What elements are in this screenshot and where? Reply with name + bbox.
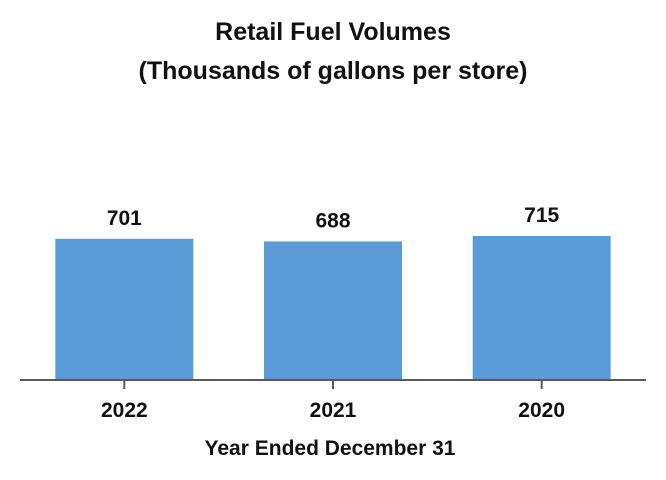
bar-2021: [264, 241, 402, 380]
x-tick-labels-group: 2022 2021 2020: [101, 399, 565, 422]
x-axis-label: Year Ended December 31: [205, 437, 456, 460]
x-ticks-group: [123, 380, 543, 389]
value-labels-group: 701 688 715: [107, 204, 560, 232]
x-tick-label-2022: 2022: [101, 399, 148, 422]
bar-2022: [55, 238, 194, 380]
value-label-2021: 688: [315, 209, 350, 232]
chart-subtitle: (Thousands of gallons per store): [139, 57, 528, 85]
x-tick-label-2020: 2020: [518, 399, 565, 422]
value-label-2022: 701: [107, 207, 142, 230]
bar-2020: [472, 236, 611, 380]
bars-group: [55, 236, 611, 380]
chart-title: Retail Fuel Volumes: [215, 18, 451, 46]
x-tick-label-2021: 2021: [310, 399, 357, 422]
value-label-2020: 715: [524, 204, 559, 227]
